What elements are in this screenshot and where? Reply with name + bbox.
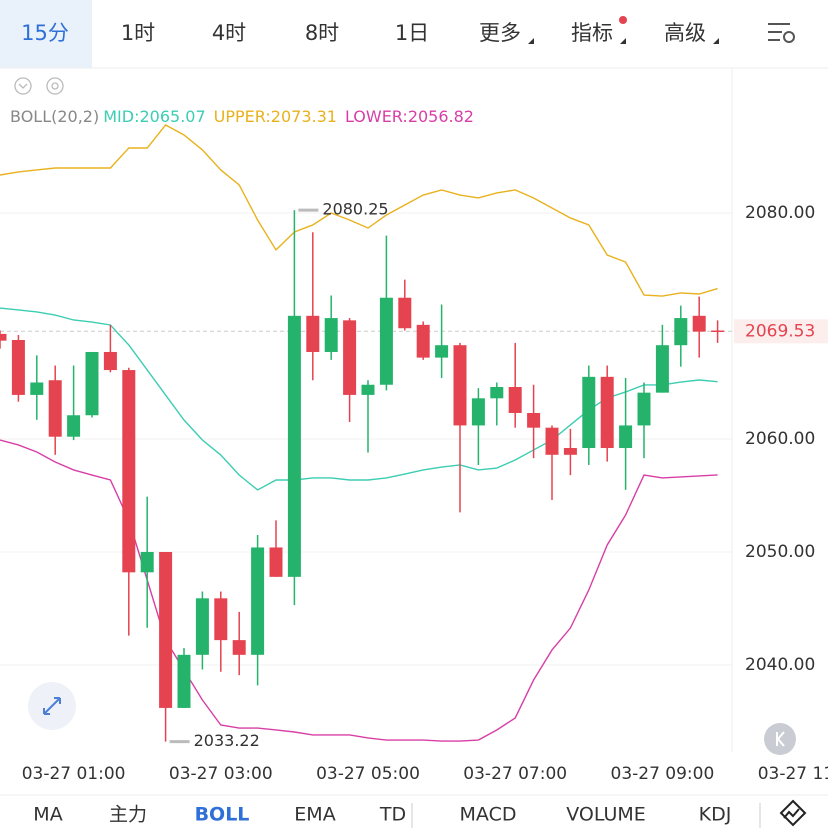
indicator-tab[interactable]: 主力 <box>109 804 147 826</box>
legend-entry: LOWER:2056.82 <box>345 107 474 126</box>
legend: BOLL(20,2) MID:2065.07 UPPER:2073.31 LOWER:… <box>10 107 474 126</box>
extreme-label: 2080.25 <box>322 200 388 219</box>
dropdown-arrow <box>528 38 534 44</box>
candle-body <box>361 384 375 395</box>
tab[interactable]: 指标 <box>571 21 613 45</box>
candle-body <box>343 320 357 395</box>
candle-body <box>214 598 228 641</box>
candle-body <box>140 551 154 573</box>
x-tick-label: 03-27 03:00 <box>169 764 273 784</box>
tab[interactable]: 更多 <box>479 21 521 45</box>
candle-body <box>711 330 725 333</box>
chart-icons[interactable] <box>14 77 64 95</box>
candle-body <box>85 351 99 416</box>
indicator-tab[interactable]: EMA <box>294 804 335 826</box>
x-tick-label: 03-27 07:00 <box>463 764 567 784</box>
legend-entry: MID:2065.07 <box>103 107 205 126</box>
candle-body <box>67 415 81 437</box>
candle-body <box>287 315 301 577</box>
candle-body <box>545 427 559 455</box>
notification-dot <box>619 16 627 24</box>
dropdown-arrow <box>620 38 626 44</box>
indicator-tab[interactable]: MACD <box>460 804 517 826</box>
y-tick-label: 2080.00 <box>745 203 815 223</box>
candle-body <box>508 387 522 413</box>
candle-body <box>692 315 706 332</box>
tab[interactable]: 1日 <box>395 21 429 45</box>
candle-body <box>471 398 485 426</box>
candle-body <box>251 547 265 655</box>
indicator-tab[interactable]: BOLL <box>195 804 250 826</box>
candle-body <box>435 345 449 358</box>
candle-body <box>379 297 393 385</box>
candle-body <box>11 339 25 395</box>
current-price-label: 2069.53 <box>745 321 815 341</box>
candle-body <box>527 412 541 428</box>
plot: 2040.00 2050.00 2060.00 2080.00 03-27 01:00 0… <box>0 107 828 784</box>
current-price-tag <box>734 319 828 344</box>
candle-body <box>619 425 633 449</box>
indicator-tab[interactable]: TD <box>379 804 406 826</box>
expand-button[interactable] <box>28 682 76 730</box>
dropdown-arrow <box>713 38 719 44</box>
back-button[interactable] <box>764 723 796 755</box>
candle-body <box>177 654 191 708</box>
boll-line <box>0 307 718 491</box>
tab[interactable]: 高级 <box>664 21 706 45</box>
candle-body <box>490 387 504 399</box>
top-bar <box>0 0 828 68</box>
candle-body <box>563 448 577 455</box>
candle-body <box>48 380 62 437</box>
candle-body <box>0 333 7 341</box>
x-tick-label: 03-27 01:00 <box>22 764 126 784</box>
candle-body <box>122 370 136 573</box>
x-tick-label: 03-27 11:00 <box>758 764 828 784</box>
settings-icon[interactable] <box>768 23 795 43</box>
y-tick-label: 2050.00 <box>745 542 815 562</box>
indicator-tab[interactable]: KDJ <box>699 804 732 826</box>
candle-body <box>103 351 117 371</box>
tab-highlight <box>0 0 92 68</box>
candle-body <box>398 297 412 329</box>
indicator-tab[interactable]: VOLUME <box>566 804 646 826</box>
x-tick-label: 03-27 05:00 <box>316 764 420 784</box>
legend-entry: UPPER:2073.31 <box>214 107 337 126</box>
candle-body <box>582 376 596 449</box>
candle-body <box>453 345 467 426</box>
candle-body <box>195 598 209 655</box>
candle-body <box>416 324 430 358</box>
extreme-label: 2033.22 <box>194 731 260 750</box>
candle-body <box>269 547 283 577</box>
tab[interactable]: 15分 <box>21 21 69 45</box>
indicator-tabs: MA 主力 BOLL EMA TD MACD VOLUME KDJ <box>33 804 731 826</box>
tab[interactable]: 1时 <box>121 21 155 45</box>
candle-body <box>674 318 688 346</box>
indicator-tab[interactable]: MA <box>33 804 62 826</box>
boll-line <box>0 439 718 742</box>
y-tick-label: 2060.00 <box>745 429 815 449</box>
candle-body <box>232 640 246 655</box>
timeframe-tabs: 15分 1时 4时 8时 1日 更多 指标 高级 <box>0 0 719 68</box>
tab[interactable]: 4时 <box>212 21 246 45</box>
candle-body <box>655 345 669 393</box>
candle-body <box>159 551 173 708</box>
candle-body <box>324 318 338 352</box>
y-tick-label: 2040.00 <box>745 655 815 675</box>
candle-body <box>637 392 651 426</box>
candle-body <box>600 376 614 449</box>
tab[interactable]: 8时 <box>305 21 339 45</box>
x-tick-label: 03-27 09:00 <box>611 764 715 784</box>
draw-tool-icon[interactable] <box>779 799 807 827</box>
candle-body <box>306 315 320 352</box>
indicator-label: BOLL(20,2) <box>10 107 99 126</box>
candle-body <box>30 382 44 395</box>
boll-line <box>0 124 718 297</box>
